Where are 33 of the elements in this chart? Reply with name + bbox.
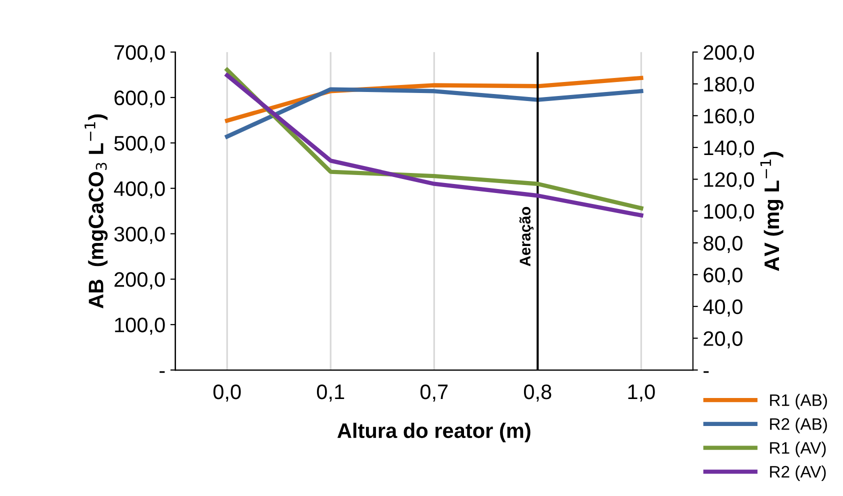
x-tick-label: 0,0 bbox=[213, 384, 241, 402]
x-tick-label: 1,0 bbox=[628, 384, 655, 402]
y-tick-label: 200,0 bbox=[114, 272, 165, 290]
y-tick-label: 400,0 bbox=[114, 181, 165, 199]
y2-tick-label: 60,0 bbox=[704, 268, 742, 285]
y-tick-label: 100,0 bbox=[115, 318, 165, 335]
x-tick-label: 0,8 bbox=[524, 384, 552, 402]
y-tick-label: 600,0 bbox=[114, 90, 165, 108]
y-tick-label: 500,0 bbox=[114, 136, 165, 154]
y2-tick-label: 20,0 bbox=[704, 331, 742, 348]
x-tick-label: 0,1 bbox=[316, 384, 344, 402]
legend-label: R2 (AV) bbox=[770, 465, 826, 481]
ref-line-label: Aeração bbox=[519, 206, 534, 266]
y2-tick-label: 160,0 bbox=[704, 108, 754, 126]
y2-tick-label: 140,0 bbox=[704, 140, 754, 158]
legend-label: R1 (AV) bbox=[770, 442, 826, 458]
y-tick-label: 700,0 bbox=[114, 45, 165, 62]
y2-tick-label: 180,0 bbox=[704, 76, 754, 94]
y2-tick-label: 120,0 bbox=[704, 172, 754, 190]
x-tick-label: 0,7 bbox=[420, 384, 448, 402]
y-tick-label: - bbox=[160, 371, 165, 373]
y2-axis-title: AV (mg L$^{−1}$) bbox=[760, 152, 784, 271]
y2-tick-label: 200,0 bbox=[704, 45, 754, 62]
y-axis-title: AB (mgCaCO$_{3}$ L$^{−1}$) bbox=[84, 114, 108, 308]
legend-label: R1 (AB) bbox=[770, 394, 827, 410]
line-series bbox=[225, 87, 644, 139]
legend-label: R2 (AB) bbox=[770, 418, 827, 434]
y2-tick-label: 80,0 bbox=[704, 236, 742, 254]
x-axis-title: Altura do reator (m) bbox=[337, 422, 530, 442]
y2-tick-label: 100,0 bbox=[704, 204, 754, 222]
y2-tick-label: - bbox=[704, 371, 709, 373]
y-tick-label: 300,0 bbox=[114, 226, 165, 244]
y2-tick-label: 40,0 bbox=[703, 299, 742, 317]
